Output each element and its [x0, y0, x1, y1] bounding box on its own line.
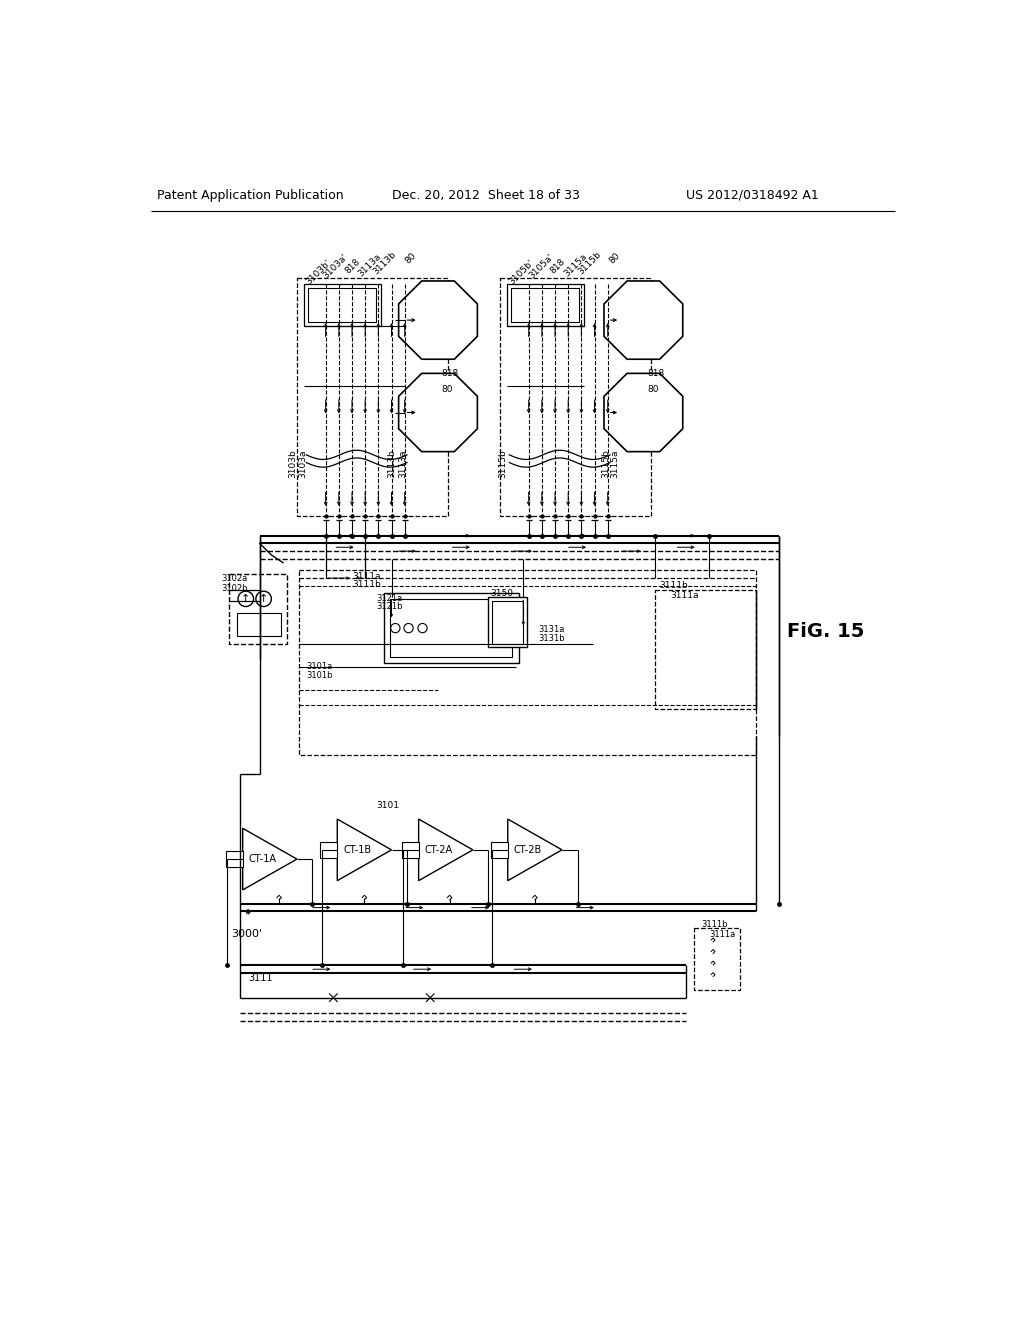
Polygon shape	[398, 374, 477, 451]
Text: 3103b: 3103b	[289, 449, 298, 478]
Text: 3111: 3111	[248, 973, 272, 983]
Text: CT-2B: CT-2B	[514, 845, 542, 855]
Bar	[237, 612, 282, 636]
Circle shape	[238, 591, 254, 607]
Text: 80: 80	[442, 385, 454, 393]
Text: 3105b': 3105b'	[508, 259, 537, 286]
Bar	[390, 599, 512, 656]
Bar	[511, 288, 579, 322]
Text: Patent Application Publication: Patent Application Publication	[158, 189, 344, 202]
Text: 3103a': 3103a'	[322, 252, 350, 280]
Polygon shape	[337, 818, 391, 880]
Polygon shape	[243, 829, 297, 890]
Text: CT-1B: CT-1B	[343, 845, 372, 855]
Text: 3115b: 3115b	[499, 449, 508, 478]
Text: 3000': 3000'	[231, 929, 262, 939]
Circle shape	[418, 623, 427, 632]
Text: 3101a: 3101a	[306, 663, 333, 671]
Text: 3111a: 3111a	[671, 591, 699, 601]
Bar	[308, 288, 376, 322]
Polygon shape	[419, 818, 473, 880]
Text: 3113b: 3113b	[387, 449, 396, 478]
Text: ↑: ↑	[259, 594, 268, 603]
Text: 3111a: 3111a	[352, 572, 381, 581]
Text: US 2012/0318492 A1: US 2012/0318492 A1	[686, 189, 819, 202]
Text: 3113a: 3113a	[398, 449, 408, 478]
Polygon shape	[508, 818, 562, 880]
Circle shape	[256, 591, 271, 607]
Text: 3115a: 3115a	[562, 251, 589, 279]
Text: ↑: ↑	[241, 594, 251, 603]
Bar	[500, 277, 651, 516]
Text: 3101b: 3101b	[306, 672, 333, 680]
Text: 818: 818	[549, 257, 567, 276]
Polygon shape	[604, 374, 683, 451]
Text: 3113b: 3113b	[372, 249, 398, 276]
Bar	[493, 601, 523, 644]
Polygon shape	[604, 281, 683, 359]
Text: 3111a: 3111a	[710, 931, 735, 939]
Text: 3115b: 3115b	[601, 449, 610, 478]
Text: 3150: 3150	[489, 589, 513, 598]
Bar	[299, 570, 756, 755]
Text: 3121a: 3121a	[376, 594, 402, 603]
Text: 3101: 3101	[376, 801, 399, 809]
Text: 3102a: 3102a	[221, 574, 247, 582]
Text: CT-1A: CT-1A	[249, 854, 276, 865]
Bar	[507, 284, 585, 326]
Text: FiG. 15: FiG. 15	[786, 623, 864, 642]
Text: 3103a: 3103a	[298, 449, 307, 478]
Bar	[488, 597, 527, 647]
Text: 80: 80	[607, 251, 622, 265]
Bar	[228, 574, 287, 644]
Text: 3111b: 3111b	[701, 920, 728, 929]
Text: 3103b': 3103b'	[305, 259, 333, 286]
Text: 3102b: 3102b	[221, 583, 248, 593]
Bar	[490, 842, 508, 858]
Bar	[693, 928, 740, 990]
Bar	[297, 277, 449, 516]
Circle shape	[391, 623, 400, 632]
Text: 3111b: 3111b	[352, 579, 382, 589]
Text: 3121b: 3121b	[376, 602, 402, 611]
Bar	[304, 284, 381, 326]
Text: 3105a': 3105a'	[527, 252, 555, 280]
Text: 818: 818	[647, 370, 665, 379]
Text: Dec. 20, 2012  Sheet 18 of 33: Dec. 20, 2012 Sheet 18 of 33	[391, 189, 580, 202]
Bar	[225, 851, 243, 867]
Bar	[401, 842, 419, 858]
Text: 3113a: 3113a	[356, 251, 383, 279]
Text: 3131b: 3131b	[539, 635, 565, 643]
Bar	[384, 594, 519, 663]
Text: 818: 818	[343, 257, 362, 276]
Bar	[655, 590, 756, 709]
Text: 3111b: 3111b	[658, 581, 688, 590]
Bar	[321, 842, 337, 858]
Text: 818: 818	[442, 370, 459, 379]
Polygon shape	[398, 281, 477, 359]
Text: 80: 80	[403, 251, 418, 265]
Text: CT-2A: CT-2A	[425, 845, 453, 855]
Circle shape	[403, 623, 414, 632]
Text: 3115a: 3115a	[610, 449, 620, 478]
Text: 3131a: 3131a	[539, 626, 565, 634]
Text: 3115b: 3115b	[575, 249, 603, 276]
Text: 80: 80	[647, 385, 658, 393]
